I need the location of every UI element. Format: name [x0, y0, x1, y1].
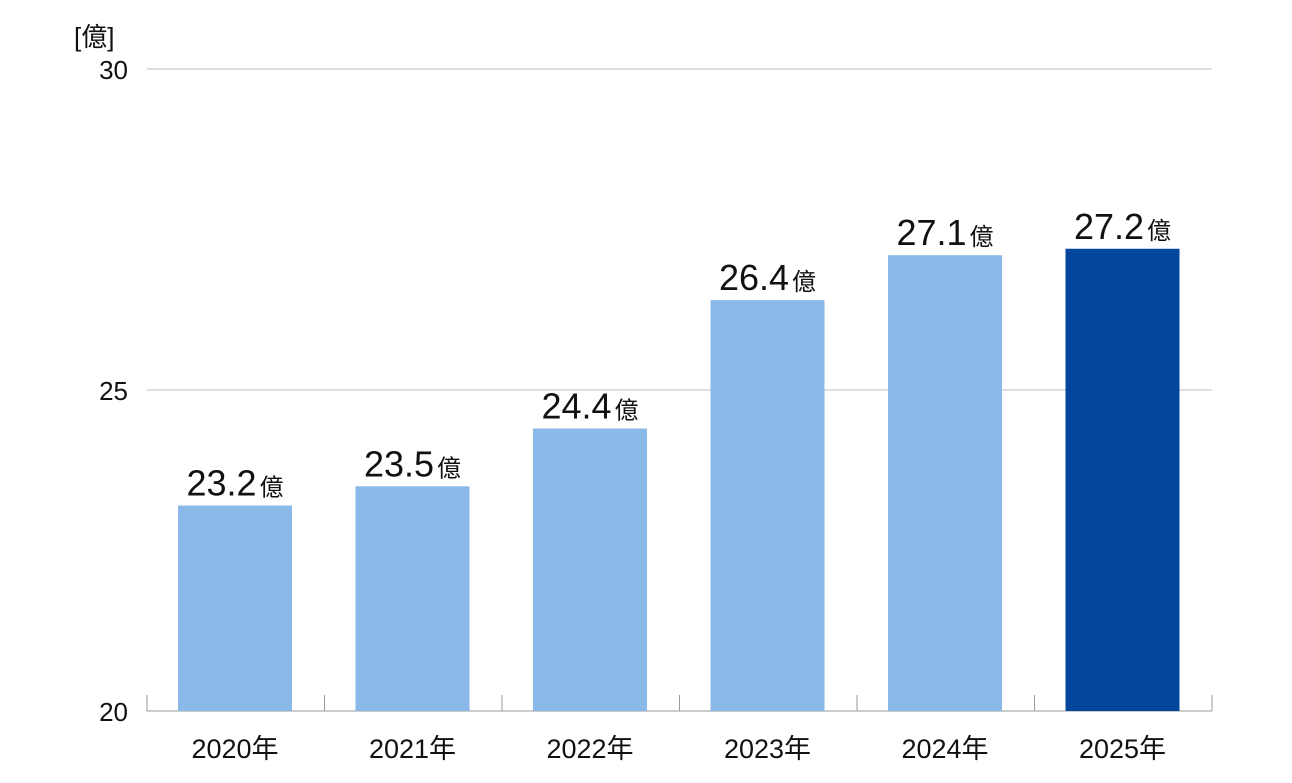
bar-layer	[178, 248, 1180, 711]
bar-2025年	[1065, 248, 1180, 711]
grid-layer	[147, 68, 1212, 391]
x-tick-label-2025年: 2025年	[1079, 734, 1166, 764]
x-tick-label-2020年: 2020年	[191, 734, 278, 764]
x-tick-label-2023年: 2023年	[724, 734, 811, 764]
data-label-2025年: 27.2 億	[1074, 206, 1171, 247]
y-tick-label-25: 25	[99, 376, 128, 406]
y-tick-label-20: 20	[99, 697, 128, 727]
bar-2024年	[888, 255, 1002, 711]
x-tick-label-2022年: 2022年	[546, 734, 633, 764]
x-tick-label-2024年: 2024年	[901, 734, 988, 764]
label-layer: 20 25 30 23.2 億 2020年 23.5 億 2021年 24.4 億 2022年 26.4…	[99, 55, 1171, 764]
y-tick-label-30: 30	[99, 55, 128, 85]
data-label-2022年: 24.4 億	[541, 386, 638, 427]
data-label-2021年: 23.5 億	[364, 443, 461, 484]
data-label-2023年: 26.4 億	[719, 257, 816, 298]
bar-2021年	[355, 486, 470, 711]
x-tick-label-2021年: 2021年	[369, 734, 456, 764]
y-axis-unit-label: [億]	[74, 22, 114, 52]
bar-2020年	[178, 505, 292, 711]
data-label-2020年: 23.2 億	[186, 463, 283, 504]
bar-2022年	[533, 428, 647, 711]
data-label-2024年: 27.1 億	[896, 212, 993, 253]
bar-2023年	[710, 300, 825, 711]
axis-layer	[146, 695, 1213, 712]
